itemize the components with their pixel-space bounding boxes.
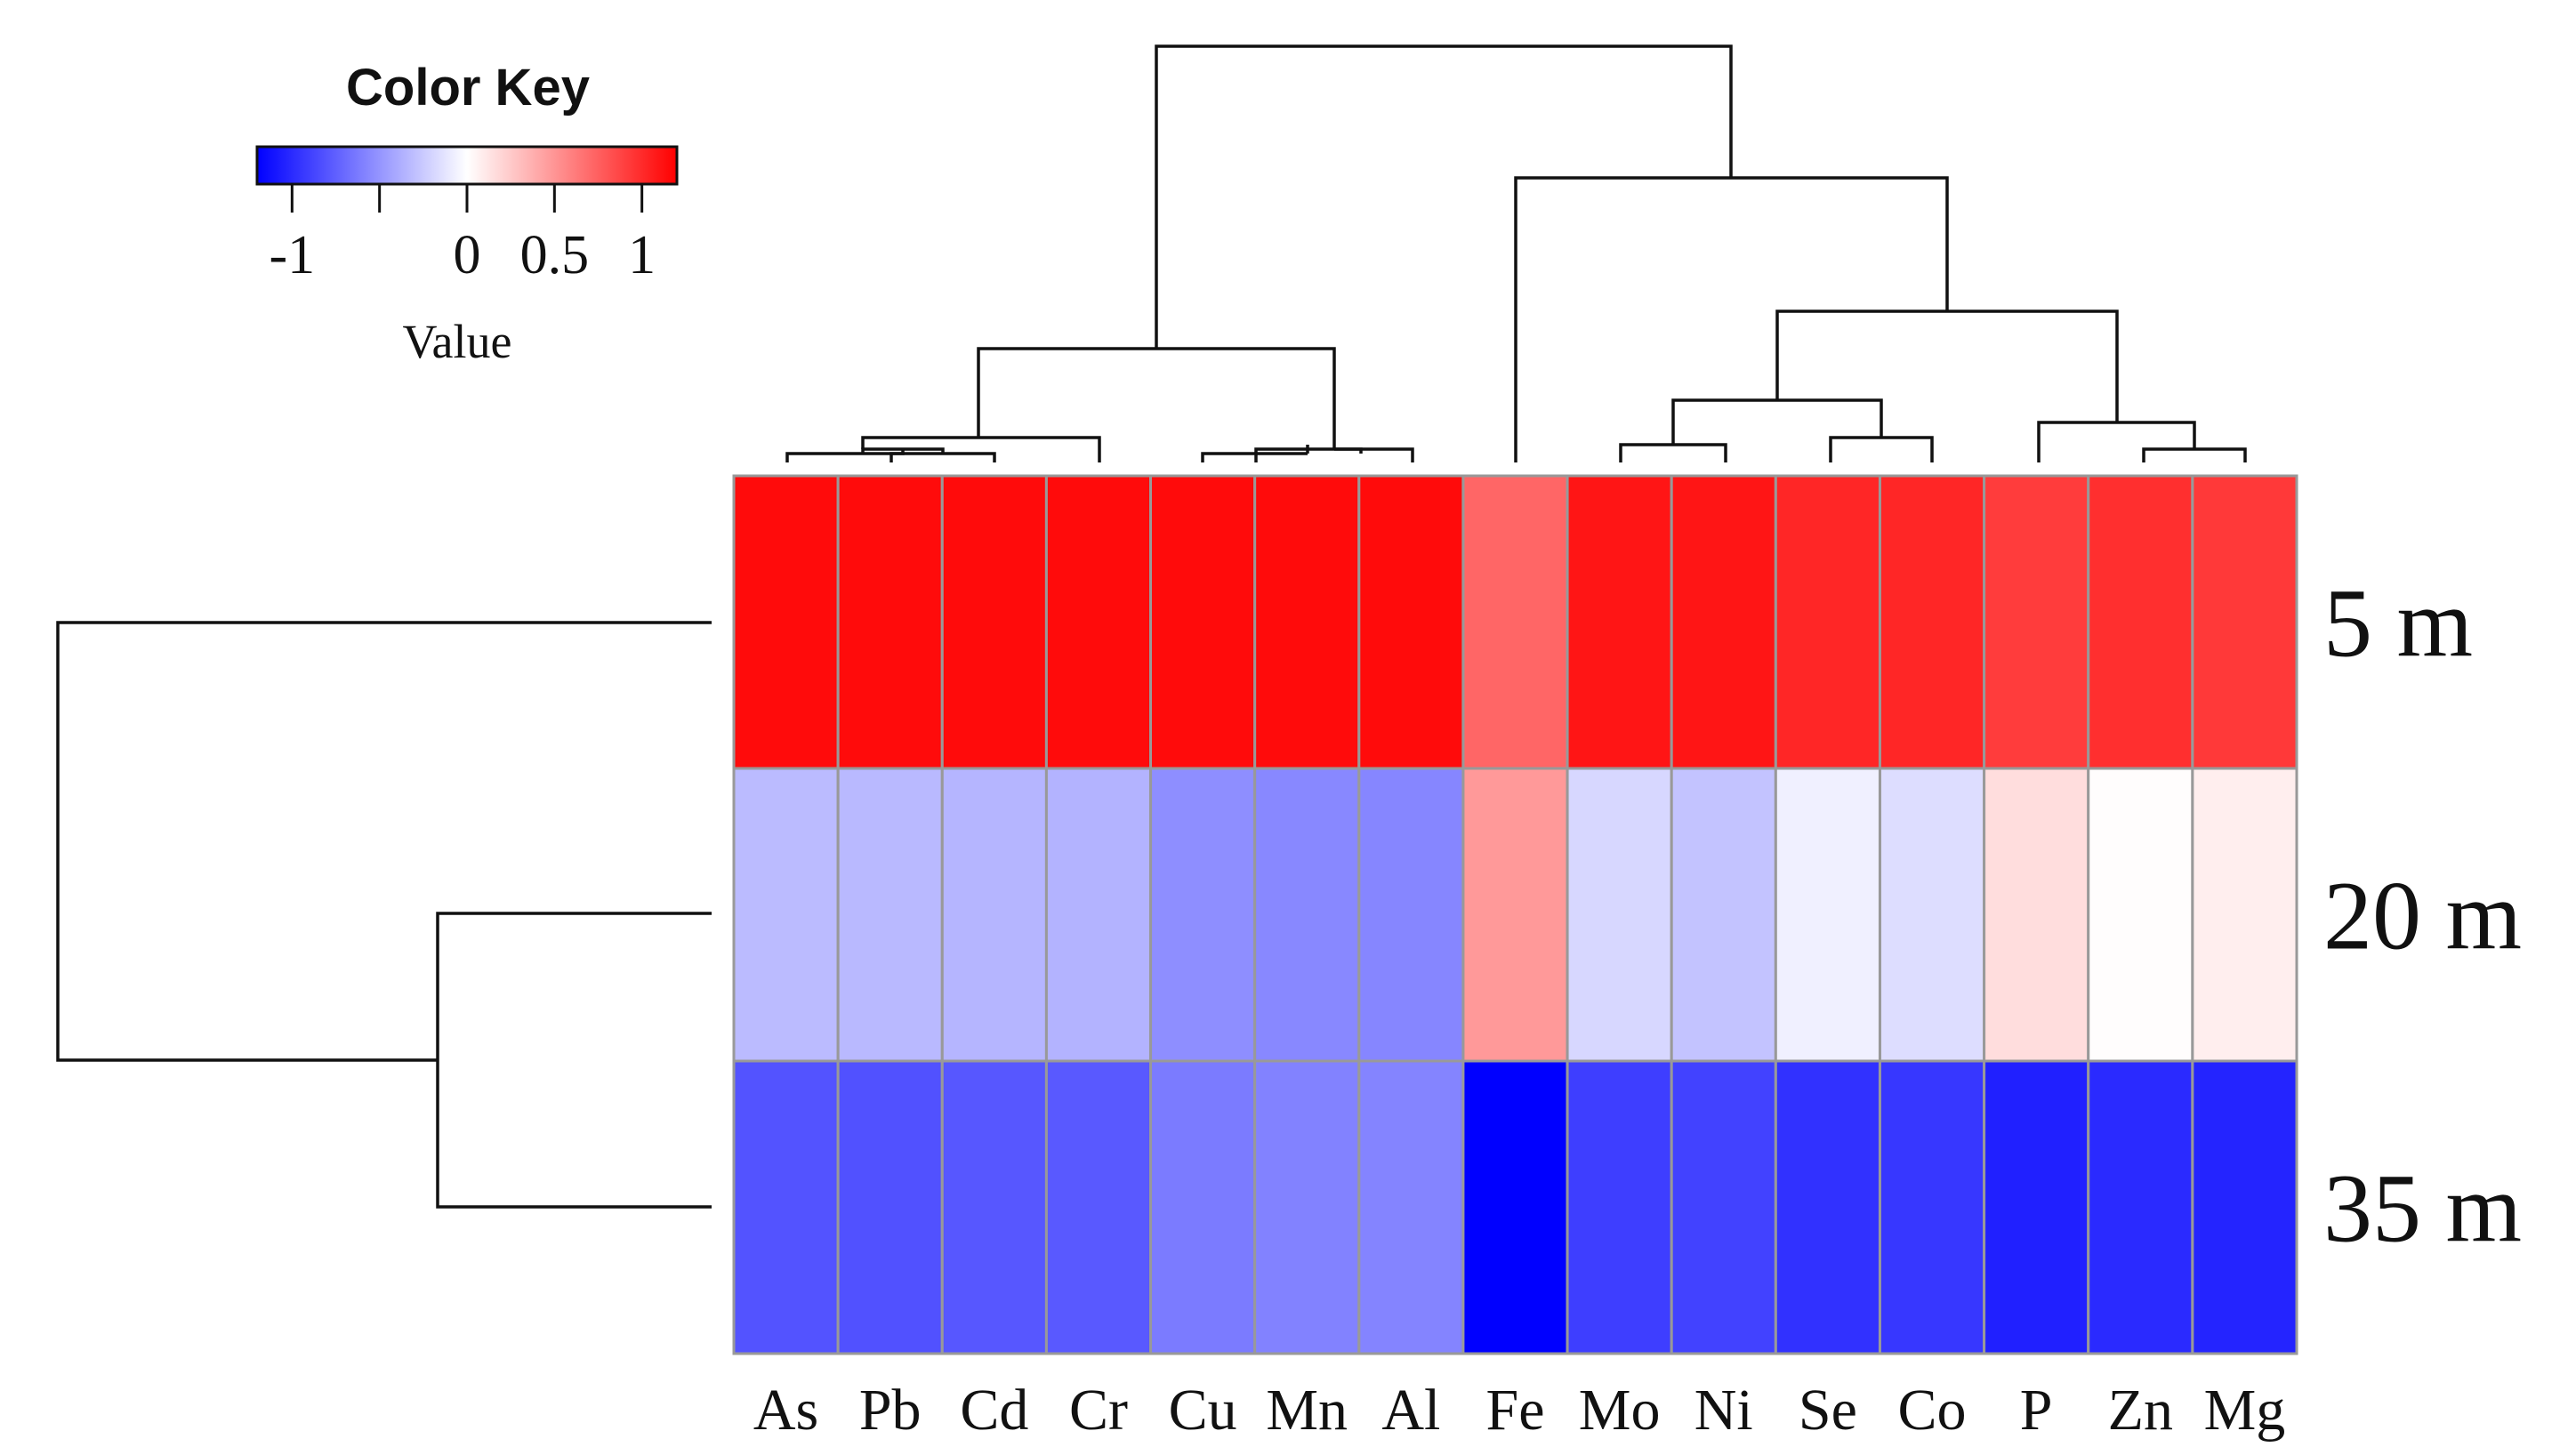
- heatmap-cell: [1149, 1059, 1257, 1355]
- column-dendrogram-branch: [2142, 447, 2247, 462]
- column-label: Al: [1381, 1378, 1440, 1443]
- heatmap-cell: [2087, 1059, 2194, 1355]
- heatmap-cell: [1357, 1059, 1465, 1355]
- color-key-tick-label: 1: [628, 225, 656, 285]
- column-label: Se: [1799, 1378, 1857, 1443]
- row-label: 20 m: [2323, 862, 2522, 970]
- color-key-gradient-bar: [255, 145, 679, 186]
- column-dendrogram-branch: [861, 436, 1101, 462]
- heatmap-cell: [1983, 1059, 2090, 1355]
- heatmap-cell: [1670, 1059, 1777, 1355]
- heatmap-cell: [2191, 767, 2298, 1063]
- color-key-tick-label: 0.5: [520, 225, 590, 285]
- heatmap-cell: [1566, 767, 1673, 1063]
- color-key-value-label: Value: [403, 315, 512, 368]
- heatmap-cell: [1774, 767, 1881, 1063]
- column-dendrogram-branch: [2037, 421, 2196, 462]
- column-dendrogram-branch: [1334, 447, 1414, 462]
- column-labels: As Pb Cd Cr Cu Mn Al Fe Mo Ni Se Co P Zn Mg: [753, 1378, 2285, 1443]
- heatmap-cell: [1461, 474, 1569, 770]
- column-label: P: [2020, 1378, 2053, 1443]
- heatmap-cell: [1357, 474, 1465, 770]
- heatmap-cell: [1566, 1059, 1673, 1355]
- column-label: Co: [1898, 1378, 1967, 1443]
- heatmap-cell: [1983, 767, 2090, 1063]
- column-label: Cr: [1069, 1378, 1128, 1443]
- column-label: Mn: [1266, 1378, 1348, 1443]
- heatmap-cell: [1774, 474, 1881, 770]
- color-key-ticks: -1 0 0.5 1: [270, 184, 656, 285]
- column-dendrogram-branch: [1775, 309, 2119, 422]
- heatmap-cell: [1670, 474, 1777, 770]
- row-dendrogram-branch: [56, 621, 712, 1062]
- column-dendrogram-branch: [1619, 443, 1727, 462]
- row-labels: 5 m 20 m 35 m: [2323, 569, 2522, 1263]
- heatmap-cell: [2191, 1059, 2298, 1355]
- heatmap-cell: [1878, 474, 1986, 770]
- heatmap-cell: [1044, 474, 1153, 770]
- heatmap-cell: [732, 1059, 840, 1355]
- heatmap-cell: [1774, 1059, 1881, 1355]
- heatmap-cell: [1461, 1059, 1569, 1355]
- row-dendrogram: [56, 621, 712, 1209]
- column-label: Ni: [1695, 1378, 1753, 1443]
- heatmap-cell: [1253, 767, 1361, 1063]
- heatmap-cell: [1670, 767, 1777, 1063]
- heatmap-cell: [2191, 474, 2298, 770]
- heatmap-cell: [836, 767, 944, 1063]
- heatmap-cell: [1461, 767, 1569, 1063]
- heatmap-cell: [732, 767, 840, 1063]
- heatmap-cell: [1149, 767, 1257, 1063]
- heatmap-cell: [1044, 767, 1153, 1063]
- column-dendrogram-branch: [785, 449, 905, 462]
- column-label: Cd: [960, 1378, 1028, 1443]
- heatmap-cell: [1253, 474, 1361, 770]
- column-label: Pb: [859, 1378, 922, 1443]
- heatmap-cell: [1878, 767, 1986, 1063]
- color-key: Color Key -1 0 0.5 1 Value: [255, 59, 679, 368]
- column-dendrogram-branch: [1829, 436, 1934, 462]
- heatmap-cell: [836, 474, 944, 770]
- heatmap-cell: [940, 1059, 1048, 1355]
- heatmap-cell: [1253, 1059, 1361, 1355]
- column-dendrogram-branch: [1201, 452, 1256, 462]
- heatmap-cell: [732, 474, 840, 770]
- row-label: 35 m: [2323, 1154, 2522, 1263]
- color-key-title: Color Key: [346, 59, 590, 117]
- heatmap-cell: [1044, 1059, 1153, 1355]
- column-label: Mg: [2204, 1378, 2286, 1443]
- heatmap-cell: [2087, 767, 2194, 1063]
- heatmap-cell: [836, 1059, 944, 1355]
- heatmap-cell: [2087, 474, 2194, 770]
- column-dendrogram-branch: [977, 347, 1336, 449]
- row-dendrogram-branch: [436, 912, 712, 1209]
- heatmap-cell: [940, 767, 1048, 1063]
- column-label: Fe: [1486, 1378, 1545, 1443]
- column-label: Mo: [1579, 1378, 1661, 1443]
- heatmap-cell: [1566, 474, 1673, 770]
- column-label: Zn: [2108, 1378, 2173, 1443]
- column-label: As: [753, 1378, 818, 1443]
- column-dendrogram-branch: [1254, 447, 1308, 454]
- heatmap-cells: [732, 474, 2298, 1355]
- heatmap-cell: [1878, 1059, 1986, 1355]
- column-dendrogram-branch: [1254, 452, 1308, 462]
- heatmap-cell: [1983, 474, 2090, 770]
- row-label: 5 m: [2323, 569, 2473, 678]
- color-key-tick-label: -1: [270, 225, 316, 285]
- heatmap-cell: [1149, 474, 1257, 770]
- column-dendrogram-branch: [1155, 44, 1733, 349]
- heatmap-cell: [1357, 767, 1465, 1063]
- color-key-tick-label: 0: [454, 225, 481, 285]
- column-label: Cu: [1169, 1378, 1237, 1443]
- column-dendrogram-branch: [890, 452, 996, 462]
- heatmap-cell: [940, 474, 1048, 770]
- column-dendrogram: [785, 44, 2247, 462]
